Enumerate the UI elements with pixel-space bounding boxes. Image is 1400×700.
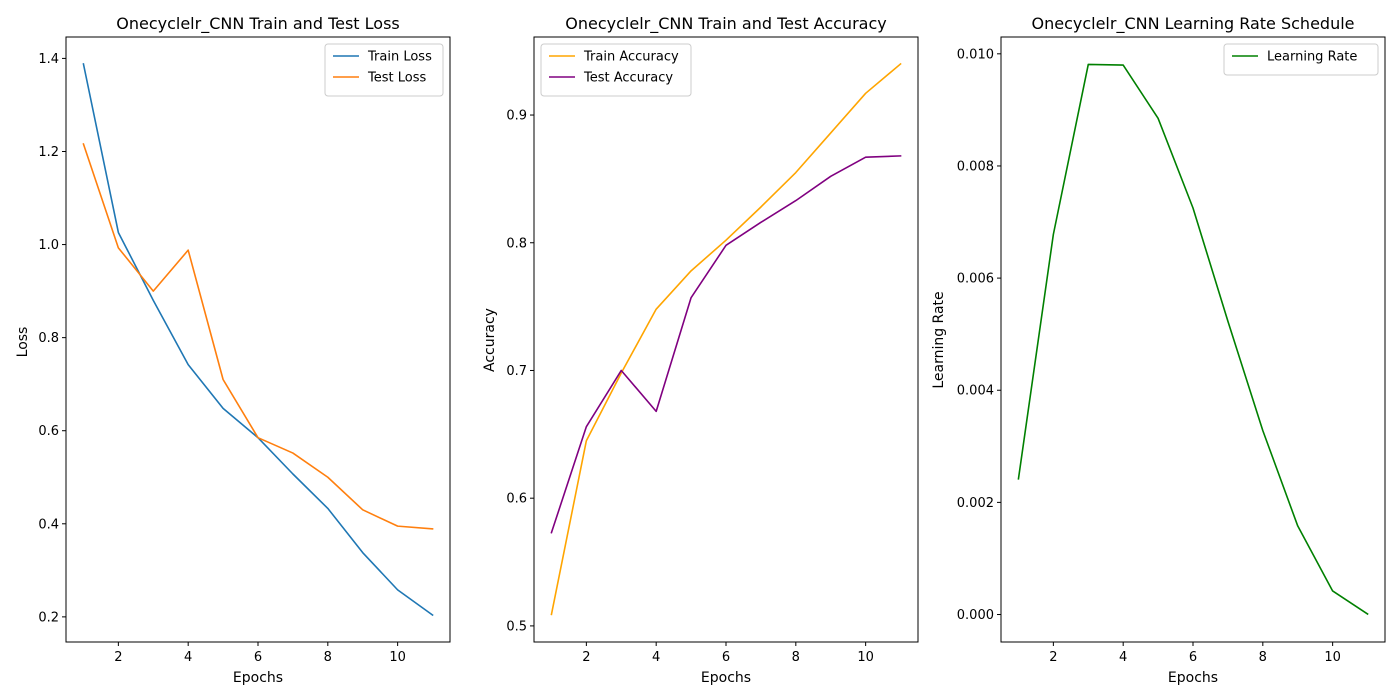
y-tick-label: 0.000 [957, 608, 994, 623]
legend-box [1223, 43, 1379, 76]
y-tick-label: 0.2 [38, 610, 59, 625]
y-tick-label: 1.0 [38, 238, 59, 253]
x-tick-label: 4 [184, 650, 192, 665]
x-tick-label: 4 [1119, 650, 1127, 665]
legend-label: Test Loss [367, 71, 426, 86]
y-tick-label: 0.9 [506, 109, 527, 124]
learning-rate-chart: Onecyclelr_CNN Learning Rate Schedule Ep… [931, 14, 1386, 686]
y-tick-label: 0.002 [957, 496, 994, 511]
x-tick-label: 8 [792, 650, 800, 665]
x-tick-label: 2 [1049, 650, 1057, 665]
y-tick-label: 1.4 [38, 52, 59, 67]
x-tick-label: 10 [1324, 650, 1341, 665]
x-tick-label: 4 [652, 650, 660, 665]
chart-title: Onecyclelr_CNN Learning Rate Schedule [1032, 14, 1355, 34]
y-tick-label: 1.2 [38, 145, 59, 160]
y-tick-label: 0.6 [38, 424, 59, 439]
y-tick-label: 0.5 [506, 619, 527, 634]
y-tick-label: 0.8 [506, 236, 527, 251]
series-line [82, 143, 434, 530]
legend-label: Train Accuracy [583, 50, 679, 65]
x-axis-label: Epochs [233, 670, 283, 686]
y-axis-label: Learning Rate [931, 291, 947, 388]
y-tick-label: 0.6 [506, 492, 527, 507]
y-tick-label: 0.8 [38, 331, 59, 346]
x-tick-label: 6 [254, 650, 262, 665]
x-tick-label: 2 [582, 650, 590, 665]
y-tick-label: 0.008 [957, 159, 994, 174]
legend: Learning Rate [1223, 43, 1379, 76]
y-tick-label: 0.7 [506, 364, 527, 379]
legend-box [540, 43, 692, 97]
chart-title: Onecyclelr_CNN Train and Test Accuracy [565, 14, 886, 34]
y-axis-label: Loss [15, 327, 31, 358]
x-axis-label: Epochs [1168, 670, 1218, 686]
legend-label: Test Accuracy [583, 71, 673, 86]
x-tick-label: 6 [722, 650, 730, 665]
legend-label: Learning Rate [1267, 50, 1357, 65]
x-axis-label: Epochs [701, 670, 751, 686]
loss-chart: Onecyclelr_CNN Train and Test Loss Epoch… [15, 14, 451, 686]
series-line [1017, 63, 1369, 616]
x-tick-label: 10 [857, 650, 874, 665]
legend-box [324, 43, 444, 97]
accuracy-chart: Onecyclelr_CNN Train and Test Accuracy E… [482, 14, 919, 686]
legend: Train Accuracy Test Accuracy [540, 43, 692, 97]
series-line [550, 62, 902, 616]
series-line [550, 155, 902, 534]
legend-label: Train Loss [367, 50, 432, 65]
y-axis-label: Accuracy [482, 308, 498, 372]
y-tick-label: 0.004 [957, 384, 994, 399]
x-tick-label: 8 [324, 650, 332, 665]
chart-title: Onecyclelr_CNN Train and Test Loss [116, 14, 400, 34]
x-tick-label: 6 [1189, 650, 1197, 665]
x-tick-label: 10 [389, 650, 406, 665]
legend: Train Loss Test Loss [324, 43, 444, 97]
y-tick-label: 0.010 [957, 47, 994, 62]
y-tick-label: 0.4 [38, 517, 59, 532]
x-tick-label: 8 [1259, 650, 1267, 665]
x-tick-label: 2 [114, 650, 122, 665]
y-tick-label: 0.006 [957, 272, 994, 287]
